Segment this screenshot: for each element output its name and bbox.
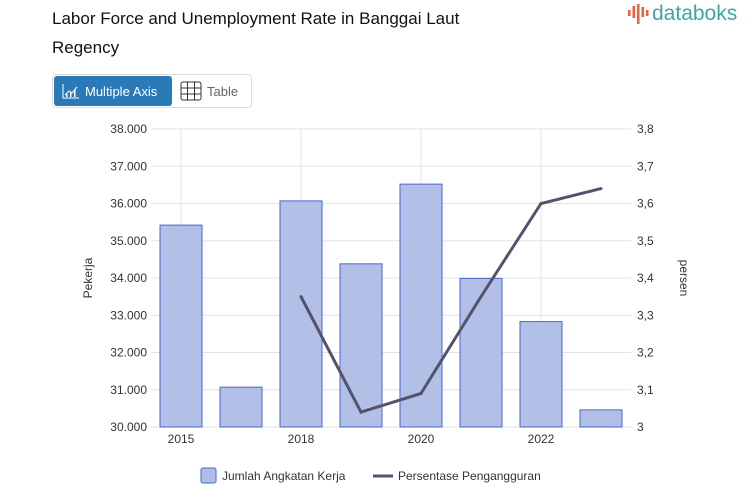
left-tick-label: 35.000 (110, 234, 147, 248)
logo-text: databoks (652, 2, 738, 25)
right-axis-label: persen (677, 260, 691, 297)
right-tick-label: 3,8 (637, 122, 654, 136)
bar-2019[interactable] (339, 263, 383, 428)
line-point-2019[interactable] (359, 410, 363, 414)
bar-2015[interactable] (159, 224, 203, 428)
line-point-2018[interactable] (299, 295, 303, 299)
line-point-2022[interactable] (539, 202, 543, 205)
left-tick-label: 36.000 (110, 197, 147, 211)
legend-bar-label: Jumlah Angkatan Kerja (222, 469, 346, 483)
x-tick-label: 2015 (168, 432, 195, 446)
line-point-2020[interactable] (419, 391, 423, 395)
right-tick-label: 3 (637, 420, 644, 434)
right-tick-label: 3,6 (637, 197, 654, 211)
right-tick-label: 3,7 (637, 159, 654, 173)
chart-title: Labor Force and Unemployment Rate in Ban… (52, 9, 460, 57)
left-tick-label: 38.000 (110, 122, 147, 136)
right-tick-label: 3,2 (637, 346, 654, 360)
left-tick-label: 32.000 (110, 346, 147, 360)
bar-2023[interactable] (579, 409, 623, 428)
x-tick-label: 2022 (528, 432, 555, 446)
bar-2017[interactable] (219, 386, 263, 428)
legend-bar-swatch (200, 467, 217, 484)
bar-2018[interactable] (279, 200, 323, 428)
left-tick-label: 37.000 (110, 159, 147, 173)
left-tick-label: 30.000 (110, 420, 147, 434)
unemployment-line (299, 187, 602, 414)
databoks-logo: databoks (627, 2, 737, 26)
bar-2021[interactable] (459, 277, 503, 428)
bar-2022[interactable] (519, 321, 563, 428)
left-tick-label: 34.000 (110, 271, 147, 285)
legend-line-label: Persentase Pengangguran (398, 469, 541, 483)
chart-icon (62, 84, 79, 99)
line-point-2023[interactable] (599, 187, 603, 191)
right-tick-label: 3,3 (637, 308, 654, 322)
left-tick-label: 33.000 (110, 308, 147, 322)
right-tick-label: 3,5 (637, 234, 654, 248)
line-point-2021[interactable] (479, 295, 483, 299)
legend: Jumlah Angkatan Kerja Persentase Pengang… (200, 467, 541, 484)
right-tick-label: 3,1 (637, 383, 654, 397)
left-axis-label: Pekerja (81, 257, 95, 298)
table-label: Table (207, 83, 239, 99)
bar-2020[interactable] (399, 183, 443, 428)
multiple-axis-label: Multiple Axis (85, 83, 158, 99)
table-button[interactable]: Table (172, 76, 246, 106)
logo-bars-icon (628, 4, 649, 24)
view-toggle: Multiple Axis Table (52, 74, 252, 108)
multiple-axis-button[interactable]: Multiple Axis (54, 76, 172, 106)
x-tick-label: 2020 (408, 432, 435, 446)
right-tick-label: 3,4 (637, 271, 654, 285)
table-icon (180, 81, 202, 101)
x-tick-label: 2018 (288, 432, 315, 446)
left-tick-label: 31.000 (110, 383, 147, 397)
